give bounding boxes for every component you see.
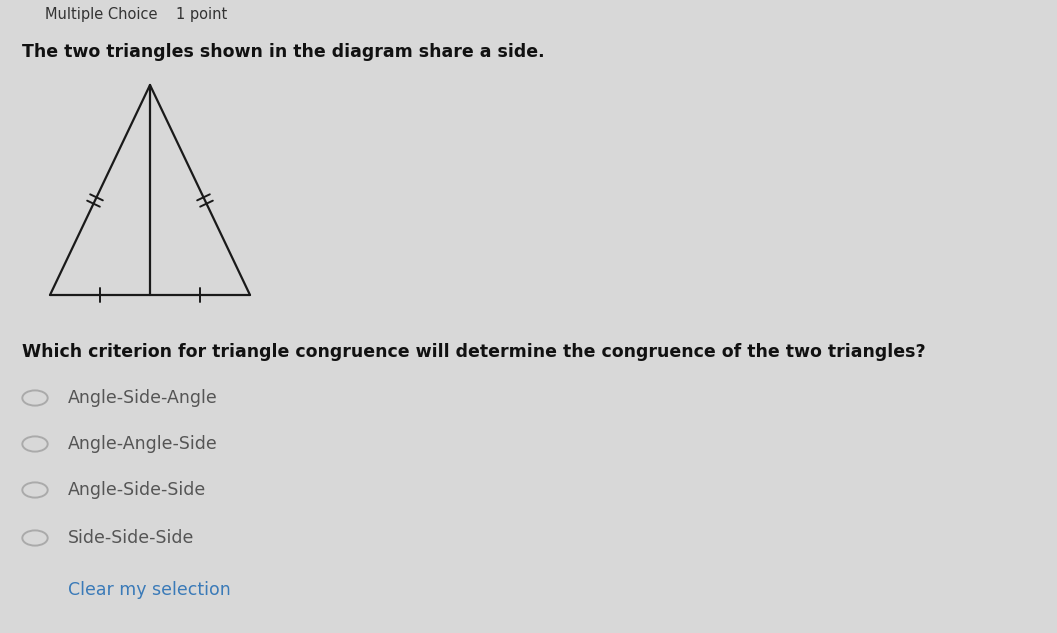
Text: Angle-Angle-Side: Angle-Angle-Side xyxy=(68,435,218,453)
Text: Which criterion for triangle congruence will determine the congruence of the two: Which criterion for triangle congruence … xyxy=(22,343,926,361)
Text: Side-Side-Side: Side-Side-Side xyxy=(68,529,194,547)
Text: Angle-Side-Side: Angle-Side-Side xyxy=(68,481,206,499)
Text: Clear my selection: Clear my selection xyxy=(68,581,230,599)
Text: The two triangles shown in the diagram share a side.: The two triangles shown in the diagram s… xyxy=(22,43,544,61)
Text: Multiple Choice    1 point: Multiple Choice 1 point xyxy=(45,8,227,23)
Text: Angle-Side-Angle: Angle-Side-Angle xyxy=(68,389,218,407)
